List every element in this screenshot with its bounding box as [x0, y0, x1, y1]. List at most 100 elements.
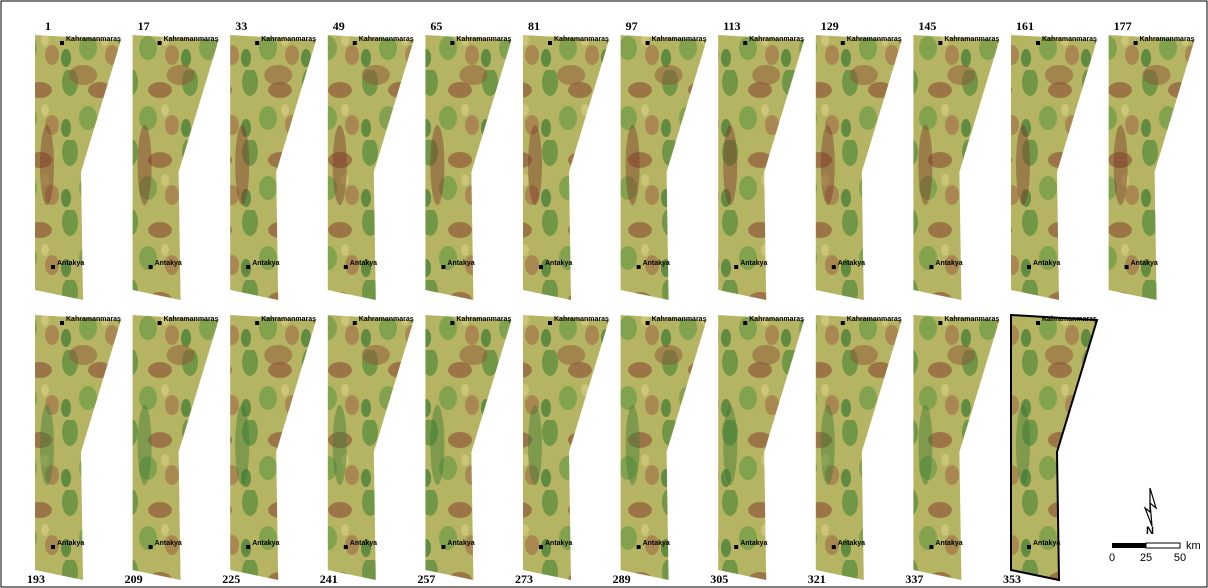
panel: KahramanmaraşAntakya273	[515, 315, 609, 586]
city-label: Kahramanmaraş	[456, 316, 511, 323]
city-marker	[1036, 41, 1040, 45]
city-label: Kahramanmaraş	[261, 36, 316, 43]
panel: KahramanmaraşAntakya193	[27, 315, 121, 586]
city-label: Kahramanmaraş	[652, 36, 707, 43]
terrain-patch	[1114, 125, 1128, 205]
terrain-patch	[723, 125, 737, 205]
city-marker	[637, 265, 641, 269]
city-label: Kahramanmaraş	[456, 36, 511, 43]
panel-label: 81	[528, 19, 540, 33]
city-marker	[1027, 545, 1031, 549]
panel-label: 129	[821, 19, 839, 33]
panel-label: 241	[320, 572, 338, 586]
city-marker	[734, 545, 738, 549]
city-marker	[149, 265, 153, 269]
terrain-patch	[947, 65, 975, 85]
panel-label: 1	[45, 19, 51, 33]
panel: Kahramanmaraş Antakya 81	[523, 19, 609, 300]
city-label: Antakya	[643, 540, 670, 547]
terrain-patch	[235, 405, 249, 485]
city-label: Kahramanmaraş	[1042, 316, 1097, 323]
scale-tick: 50	[1174, 552, 1186, 564]
city-label: Kahramanmaraş	[164, 316, 219, 323]
city-marker	[743, 41, 747, 45]
panel: KahramanmaraşAntakya241	[320, 315, 414, 586]
panel: Kahramanmaraş Antakya 209	[125, 315, 219, 586]
terrain-patch	[167, 65, 195, 85]
terrain-patch	[655, 345, 683, 365]
city-marker	[929, 265, 933, 269]
city-marker	[734, 265, 738, 269]
city-marker	[637, 545, 641, 549]
figure: KahramanmaraşAntakya1KahramanmaraşAntaky…	[0, 0, 1208, 588]
scale-tick: 0	[1109, 552, 1115, 564]
panel-label: 193	[27, 572, 45, 586]
terrain-patch	[918, 125, 932, 205]
terrain-patch	[850, 65, 878, 85]
panel-label: 289	[613, 572, 631, 586]
panel-label: 49	[333, 19, 345, 33]
city-marker	[646, 41, 650, 45]
panel-label: 353	[1003, 572, 1021, 586]
city-label: Kahramanmaraş	[261, 316, 316, 323]
city-label: Antakya	[57, 540, 84, 547]
city-label: Antakya	[155, 260, 182, 267]
city-label: Kahramanmaraş	[66, 36, 121, 43]
terrain-patch	[1045, 345, 1073, 365]
city-marker	[1027, 265, 1031, 269]
city-marker	[60, 41, 64, 45]
city-label: Antakya	[545, 260, 572, 267]
city-marker	[60, 321, 64, 325]
city-marker	[441, 265, 445, 269]
panel-label: 337	[905, 572, 923, 586]
terrain-patch	[1143, 65, 1171, 85]
terrain-patch	[138, 405, 152, 485]
city-label: Antakya	[740, 540, 767, 547]
terrain-patch	[626, 125, 640, 205]
panel-label: 113	[723, 19, 740, 33]
terrain-patch	[1016, 405, 1030, 485]
terrain-patch	[947, 345, 975, 365]
terrain-patch	[138, 125, 152, 205]
panel: Kahramanmaraş Antakya 225	[222, 315, 316, 586]
terrain-patch	[459, 345, 487, 365]
city-label: Kahramanmaraş	[554, 36, 609, 43]
city-marker	[1125, 265, 1129, 269]
panel-label: 257	[417, 572, 435, 586]
city-label: Antakya	[740, 260, 767, 267]
city-label: Antakya	[935, 540, 962, 547]
city-label: Antakya	[155, 540, 182, 547]
terrain-patch	[69, 345, 97, 365]
city-label: Kahramanmaraş	[847, 316, 902, 323]
panel-label: 177	[1114, 19, 1132, 33]
city-marker	[832, 545, 836, 549]
panel: KahramanmaraşAntakya321	[808, 315, 902, 586]
city-label: Kahramanmaraş	[359, 36, 414, 43]
panel-label: 97	[626, 19, 638, 33]
terrain-patch	[362, 345, 390, 365]
terrain-patch	[333, 125, 347, 205]
city-label: Antakya	[447, 540, 474, 547]
terrain-patch	[752, 65, 780, 85]
city-marker	[353, 41, 357, 45]
terrain-patch	[1016, 125, 1030, 205]
north-label: N	[1146, 525, 1154, 537]
terrain-patch	[821, 405, 835, 485]
terrain-patch	[626, 405, 640, 485]
scale-seg	[1112, 543, 1146, 548]
city-label: Antakya	[350, 540, 377, 547]
city-label: Antakya	[252, 540, 279, 547]
city-marker	[1036, 321, 1040, 325]
panel-label: 209	[125, 572, 143, 586]
city-label: Kahramanmaraş	[164, 36, 219, 43]
terrain-patch	[40, 125, 54, 205]
panel-label: 225	[222, 572, 240, 586]
city-marker	[938, 321, 942, 325]
panel-label: 145	[918, 19, 936, 33]
city-label: Antakya	[1033, 540, 1060, 547]
terrain-patch	[459, 65, 487, 85]
terrain-patch	[752, 345, 780, 365]
panel-label: 273	[515, 572, 533, 586]
